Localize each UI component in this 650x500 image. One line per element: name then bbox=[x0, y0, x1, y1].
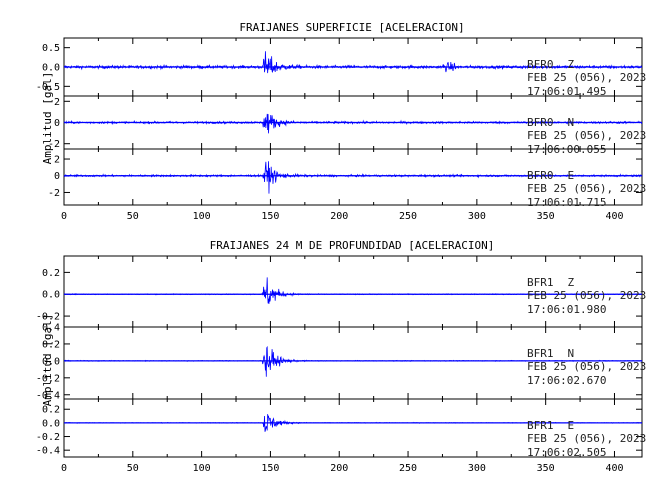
x-tick-label: 50 bbox=[127, 211, 139, 222]
x-tick-label: 150 bbox=[261, 211, 279, 222]
chart-depth: FRAIJANES 24 M DE PROFUNDIDAD [ACELERACI… bbox=[36, 239, 646, 474]
station-label: BFR0 Z bbox=[527, 58, 575, 71]
chart-surface: FRAIJANES SUPERFICIE [ACELERACION] Ampli… bbox=[36, 21, 646, 222]
station-component: N bbox=[568, 116, 575, 129]
y-tick-label: 0.0 bbox=[42, 356, 60, 367]
chart-title-surface: FRAIJANES SUPERFICIE [ACELERACION] bbox=[239, 21, 464, 34]
date-label: FEB 25 (056), 2023 bbox=[527, 289, 646, 302]
time-label: 17:06:01.715 bbox=[527, 196, 606, 209]
time-label: 17:06:01.495 bbox=[527, 85, 606, 98]
station-label: BFR1 N bbox=[527, 347, 574, 360]
y-tick-label: 0 bbox=[54, 118, 60, 129]
x-tick-label: 150 bbox=[261, 463, 279, 474]
trace-surface-z bbox=[63, 51, 643, 74]
station-code: BFR0 bbox=[527, 58, 554, 71]
panel-frame bbox=[63, 398, 643, 458]
panel-frame bbox=[63, 148, 643, 206]
x-tick-label: 300 bbox=[468, 463, 486, 474]
x-tick-label: 200 bbox=[330, 211, 348, 222]
station-label: BFR0 E bbox=[527, 169, 574, 182]
x-tick-label: 350 bbox=[537, 463, 555, 474]
y-tick-label: 0.0 bbox=[42, 63, 60, 74]
station-code: BFR0 bbox=[527, 169, 554, 182]
y-tick-label: -2 bbox=[48, 139, 60, 150]
station-label: BFR1 E bbox=[527, 419, 574, 432]
x-tick-label: 250 bbox=[399, 463, 417, 474]
x-tick-label: 300 bbox=[468, 211, 486, 222]
y-tick-label: -0.2 bbox=[36, 373, 60, 384]
x-tick-label: 400 bbox=[605, 211, 623, 222]
date-label: FEB 25 (056), 2023 bbox=[527, 360, 646, 373]
station-component: Z bbox=[568, 276, 575, 289]
x-tick-label: 0 bbox=[61, 463, 67, 474]
y-tick-label: -0.5 bbox=[36, 82, 60, 93]
station-component: E bbox=[568, 419, 575, 432]
y-tick-label: -2 bbox=[48, 188, 60, 199]
y-tick-label: -0.4 bbox=[36, 446, 60, 457]
x-tick-label: 200 bbox=[330, 463, 348, 474]
y-tick-label: 0 bbox=[54, 171, 60, 182]
station-code: BFR1 bbox=[527, 276, 554, 289]
station-component: Z bbox=[568, 58, 575, 71]
time-label: 17:06:02.505 bbox=[527, 446, 606, 459]
x-tick-label: 400 bbox=[605, 463, 623, 474]
y-tick-label: 0.0 bbox=[42, 290, 60, 301]
station-code: BFR0 bbox=[527, 116, 554, 129]
x-tick-label: 350 bbox=[537, 211, 555, 222]
x-tick-label: 100 bbox=[193, 211, 211, 222]
time-label: 17:06:02.670 bbox=[527, 374, 606, 387]
y-tick-label: 0.2 bbox=[42, 339, 60, 350]
x-tick-label: 50 bbox=[127, 463, 139, 474]
date-label: FEB 25 (056), 2023 bbox=[527, 182, 646, 195]
station-component: N bbox=[568, 347, 575, 360]
y-tick-label: -0.4 bbox=[36, 390, 60, 401]
station-component: E bbox=[568, 169, 575, 182]
y-tick-label: 0.2 bbox=[42, 268, 60, 279]
x-tick-label: 250 bbox=[399, 211, 417, 222]
y-tick-label: 2 bbox=[54, 97, 60, 108]
date-label: FEB 25 (056), 2023 bbox=[527, 129, 646, 142]
time-label: 17:06:01.980 bbox=[527, 303, 606, 316]
y-axis-label-depth: Amplitud [gal] bbox=[41, 314, 54, 407]
date-label: FEB 25 (056), 2023 bbox=[527, 71, 646, 84]
chart-title-depth: FRAIJANES 24 M DE PROFUNDIDAD [ACELERACI… bbox=[210, 239, 495, 252]
y-tick-label: -0.2 bbox=[36, 432, 60, 443]
x-tick-label: 100 bbox=[193, 463, 211, 474]
station-code: BFR1 bbox=[527, 347, 554, 360]
y-tick-label: 2 bbox=[54, 155, 60, 166]
y-tick-label: 0.5 bbox=[42, 43, 60, 54]
x-tick-label: 0 bbox=[61, 211, 67, 222]
station-code: BFR1 bbox=[527, 419, 554, 432]
y-tick-label: -0.2 bbox=[36, 312, 60, 323]
station-label: BFR0 N bbox=[527, 116, 574, 129]
y-axis-label-surface: Amplitud [gal] bbox=[41, 72, 54, 165]
date-label: FEB 25 (056), 2023 bbox=[527, 432, 646, 445]
y-tick-label: 0.2 bbox=[42, 405, 60, 416]
y-tick-label: 0.4 bbox=[42, 323, 60, 334]
y-tick-label: 0.0 bbox=[42, 418, 60, 429]
station-label: BFR1 Z bbox=[527, 276, 575, 289]
